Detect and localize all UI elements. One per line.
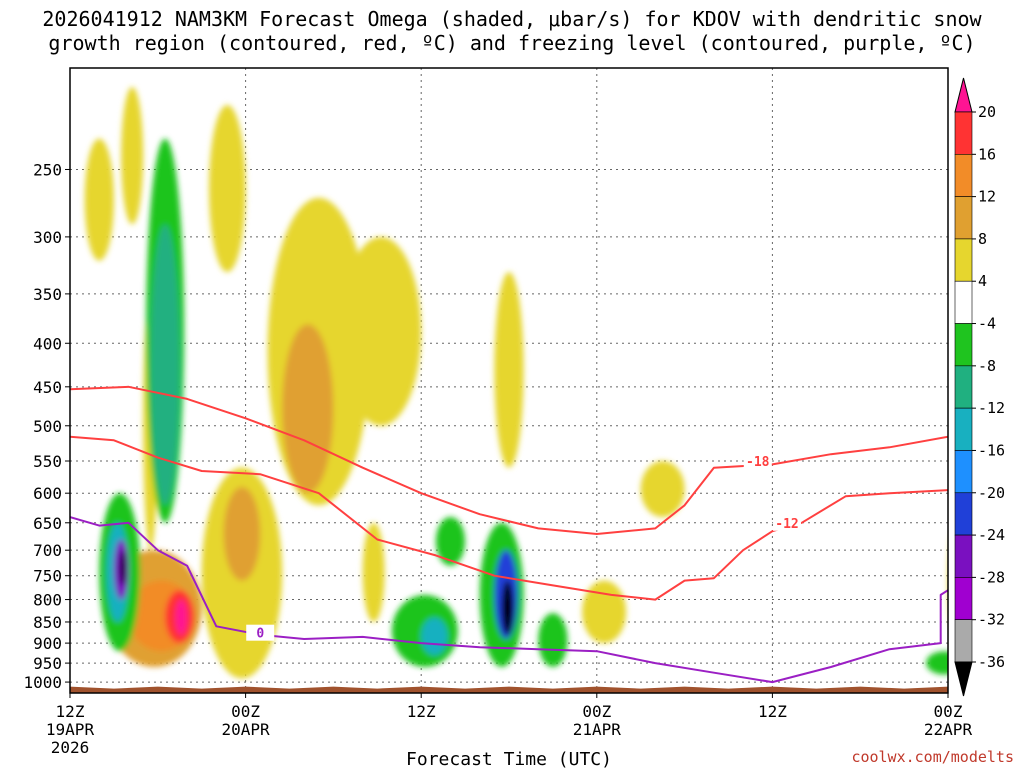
x-tick-label: 12Z <box>56 702 85 721</box>
omega-area <box>209 105 246 273</box>
y-tick-label: 550 <box>33 452 62 471</box>
contour-label-bg <box>773 514 802 531</box>
x-tick-year: 2026 <box>51 738 90 757</box>
contour-dgz-18 <box>70 385 948 535</box>
x-tick-label: 12Z <box>758 702 787 721</box>
plot-area: -18 -12 0 <box>70 68 948 693</box>
colorbar-label: 12 <box>978 188 996 206</box>
x-tick-label: 12Z <box>407 702 436 721</box>
omega-area <box>435 517 466 566</box>
colorbar-segment <box>954 111 973 155</box>
colorbar-top-arrow <box>954 77 973 113</box>
chart-title-line1: 2026041912 NAM3KM Forecast Omega (shaded… <box>42 7 982 31</box>
y-tick-label: 450 <box>33 378 62 397</box>
omega-area <box>538 613 568 667</box>
omega-area <box>121 86 144 225</box>
y-tick-label: 400 <box>33 334 62 353</box>
colorbar-segment <box>954 450 973 494</box>
x-tick-label: 00Z <box>582 702 611 721</box>
colorbar-label: 16 <box>978 145 996 163</box>
y-tick-label: 350 <box>33 285 62 304</box>
x-tick-date: 21APR <box>573 720 622 739</box>
chart-title-line2: growth region (contoured, red, ºC) and f… <box>48 31 975 55</box>
terrain-ground <box>70 685 948 693</box>
omega-area <box>175 599 188 635</box>
contour-label: -18 <box>746 455 770 470</box>
omega-area <box>340 236 422 426</box>
colorbar-segment <box>954 492 973 536</box>
y-tick-label: 900 <box>33 634 62 653</box>
colorbar-segment <box>954 154 973 197</box>
colorbar-segment <box>954 577 973 620</box>
x-tick-label: 00Z <box>934 702 963 721</box>
y-tick-label: 1000 <box>23 673 62 692</box>
colorbar-label: 4 <box>978 272 987 290</box>
y-tick-label: 850 <box>33 613 62 632</box>
contour-lines: -18 -12 0 <box>70 385 948 684</box>
contour-label-bg <box>246 624 275 641</box>
y-tick-label: 800 <box>33 591 62 610</box>
omega-area <box>119 550 126 586</box>
x-tick-date: 20APR <box>222 720 271 739</box>
y-tick-label: 950 <box>33 654 62 673</box>
watermark: coolwx.com/modelts <box>851 748 1014 766</box>
omega-area <box>84 138 114 261</box>
colorbar-segment <box>954 196 973 240</box>
colorbar-label: -24 <box>978 526 1005 544</box>
y-axis-ticks: 250 300 350 400 450 500 550 600 650 700 750 800 850 9… <box>23 160 70 692</box>
y-tick-label: 750 <box>33 567 62 586</box>
omega-area <box>640 461 685 518</box>
colorbar-label: 8 <box>978 230 987 248</box>
colorbar-label: -4 <box>978 315 996 333</box>
omega-shading <box>84 86 948 679</box>
colorbar-segment <box>954 407 973 451</box>
contour-label: -12 <box>775 517 798 532</box>
y-tick-label: 600 <box>33 484 62 503</box>
omega-area <box>282 324 334 494</box>
y-tick-label: 300 <box>33 228 62 247</box>
colorbar: 20 16 12 8 4 -4 -8 -12 -16 -20 -24 -28 -32 -36 <box>954 77 1005 697</box>
x-tick-date: 19APR <box>46 720 95 739</box>
colorbar-bottom-arrow <box>954 661 973 697</box>
colorbar-segment <box>954 280 973 324</box>
colorbar-label: 20 <box>978 103 996 121</box>
plot-frame <box>69 67 949 694</box>
colorbar-segment <box>954 619 973 663</box>
colorbar-segment <box>954 323 973 367</box>
colorbar-label: -20 <box>978 484 1005 502</box>
y-tick-label: 250 <box>33 160 62 179</box>
colorbar-segment <box>954 534 973 578</box>
y-tick-label: 650 <box>33 514 62 533</box>
contour-label: 0 <box>256 627 264 642</box>
omega-area <box>494 272 524 468</box>
x-tick-label: 00Z <box>231 702 260 721</box>
omega-area <box>582 580 627 644</box>
colorbar-label: -32 <box>978 611 1005 629</box>
contour-freezing-0 <box>70 516 948 684</box>
omega-area <box>926 651 948 675</box>
colorbar-label: -12 <box>978 399 1005 417</box>
omega-area <box>501 580 514 635</box>
omega-area <box>421 617 448 656</box>
colorbar-segment <box>954 238 973 282</box>
omega-area <box>362 522 385 622</box>
colorbar-label: -8 <box>978 357 996 375</box>
colorbar-label: -28 <box>978 568 1005 586</box>
y-tick-label: 700 <box>33 541 62 560</box>
omega-area <box>150 224 180 506</box>
omega-area <box>223 486 261 581</box>
y-tick-label: 500 <box>33 417 62 436</box>
colorbar-label: -16 <box>978 441 1005 459</box>
colorbar-label: -36 <box>978 653 1005 671</box>
x-tick-date: 22APR <box>924 720 973 739</box>
colorbar-segment <box>954 365 973 409</box>
x-axis-label: Forecast Time (UTC) <box>406 749 612 768</box>
contour-label-bg <box>743 453 772 470</box>
